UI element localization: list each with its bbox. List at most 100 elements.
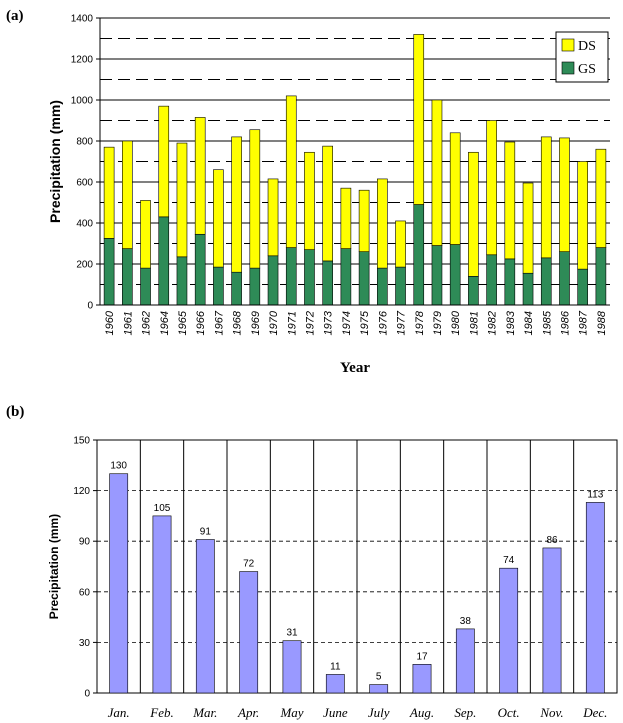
bar-ds-1969 (249, 129, 261, 269)
x-tick-b: Oct. (498, 705, 520, 720)
x-tick-a: 1981 (468, 311, 480, 335)
bar-gs-1960 (103, 238, 115, 306)
bar-ds-1979 (431, 99, 443, 246)
bar-ds-1985 (540, 136, 552, 259)
x-tick-a: 1964 (159, 311, 171, 335)
bar-gs-1984 (522, 272, 534, 306)
bar-ds-1964 (158, 105, 170, 218)
x-tick-a: 1987 (578, 310, 590, 335)
bar-gs-1979 (431, 245, 443, 306)
bar-gs-1967 (213, 266, 224, 306)
y-tick-b: 30 (79, 638, 91, 649)
bar-gs-1985 (540, 257, 552, 306)
y-tick-a: 800 (76, 137, 93, 148)
x-tick-b: May (279, 705, 303, 720)
x-tick-a: 1975 (359, 310, 371, 335)
data-label-may: 31 (286, 628, 298, 639)
bar-gs-1981 (468, 275, 479, 306)
x-tick-a: 1960 (104, 310, 116, 335)
bar-ds-1984 (522, 182, 534, 274)
y-tick-a: 200 (76, 260, 93, 271)
y-tick-a: 600 (76, 178, 93, 189)
x-tick-b: Apr. (237, 705, 259, 720)
x-tick-a: 1977 (396, 310, 408, 335)
bar-ds-1971 (285, 95, 297, 248)
y-axis-title-b: Precipitation (mm) (47, 514, 61, 619)
x-tick-a: 1962 (141, 311, 153, 335)
data-label-aug: 17 (416, 651, 428, 662)
bar-gs-1976 (377, 267, 388, 306)
y-tick-a: 1000 (71, 96, 94, 107)
bar-dec (585, 502, 605, 694)
bar-mar (195, 539, 215, 694)
x-tick-b: June (323, 705, 348, 720)
x-tick-a: 1980 (450, 310, 462, 335)
x-tick-a: 1969 (250, 311, 262, 335)
bar-ds-1975 (358, 189, 370, 252)
x-tick-a: 1972 (304, 311, 316, 335)
x-tick-a: 1985 (541, 310, 553, 335)
data-label-july: 5 (376, 672, 382, 683)
y-tick-a: 0 (87, 301, 93, 312)
bar-gs-1972 (304, 249, 315, 306)
bar-july (369, 684, 389, 694)
x-tick-a: 1968 (232, 310, 244, 335)
legend-label-ds: DS (578, 39, 596, 54)
legend-label-gs: GS (578, 62, 596, 77)
x-tick-a: 1967 (213, 310, 225, 335)
bar-ds-1977 (395, 220, 406, 268)
bar-gs-1964 (158, 216, 170, 306)
x-tick-b: Mar. (192, 705, 217, 720)
y-tick-a: 1400 (71, 14, 94, 25)
chart-b: 130 Jan. 105 Feb. 91 Mar. 72 Apr. 31 May 11 June 5 Ju… (47, 436, 618, 720)
x-tick-b: Sep. (454, 705, 476, 720)
bar-ds-1980 (449, 132, 461, 245)
bar-gs-1988 (595, 247, 607, 306)
x-tick-a: 1970 (268, 310, 280, 335)
bar-ds-1986 (559, 137, 570, 253)
bar-gs-1980 (449, 244, 461, 306)
y-tick-a: 400 (76, 219, 93, 230)
x-tick-a: 1971 (286, 311, 298, 335)
panel-a-label: (a) (6, 8, 24, 24)
bar-ds-1970 (267, 178, 279, 257)
bar-gs-1971 (285, 247, 297, 306)
x-tick-a: 1979 (432, 311, 444, 335)
data-label-sep: 38 (460, 616, 472, 627)
panel-b-label: (b) (6, 404, 24, 420)
legend-swatch-gs (561, 61, 575, 75)
chart-a: 1960 1961 1962 1964 1965 1966 1967 1968 1969 1970… (47, 14, 610, 376)
bar-gs-1975 (358, 251, 370, 306)
bar-gs-1978 (413, 204, 425, 306)
x-tick-a: 1961 (122, 311, 134, 335)
bar-ds-1974 (340, 187, 352, 249)
x-tick-b: Jan. (108, 705, 130, 720)
bar-feb (152, 515, 172, 694)
x-tick-a: 1978 (414, 310, 426, 335)
bar-ds-1962 (140, 200, 151, 269)
bar-ds-1972 (304, 151, 315, 250)
bar-ds-1987 (577, 161, 588, 270)
bar-ds-1983 (504, 141, 516, 260)
bar-jan (109, 473, 129, 694)
data-label-june: 11 (330, 661, 341, 672)
y-axis-title-a: Precipitation (mm) (47, 100, 63, 223)
bar-ds-1988 (595, 148, 607, 248)
x-tick-a: 1965 (177, 310, 189, 335)
data-label-mar: 91 (200, 527, 212, 538)
bar-ds-1968 (231, 136, 242, 273)
data-label-nov: 86 (546, 535, 558, 546)
x-tick-a: 1984 (523, 311, 535, 335)
data-label-dec: 113 (587, 489, 603, 500)
x-axis-title-a: Year (340, 360, 370, 376)
bar-gs-1970 (267, 255, 279, 306)
bar-ds-1967 (213, 169, 224, 268)
bar-gs-1968 (231, 271, 242, 306)
y-tick-b: 0 (84, 689, 90, 700)
y-tick-b: 60 (79, 587, 91, 598)
x-tick-b: Dec. (582, 705, 607, 720)
x-tick-b: Nov. (539, 705, 563, 720)
x-tick-a: 1974 (341, 311, 353, 335)
bar-nov (542, 547, 562, 694)
